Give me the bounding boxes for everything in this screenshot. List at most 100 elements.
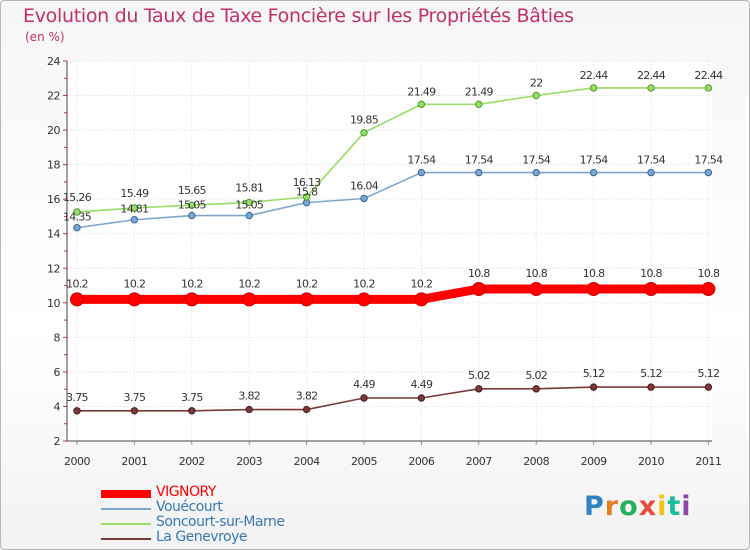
data-label: 21.49 bbox=[465, 85, 494, 98]
logo-letter: r bbox=[604, 491, 620, 522]
legend-swatch bbox=[101, 508, 151, 510]
data-point bbox=[647, 168, 655, 177]
legend-label: La Genevroye bbox=[156, 529, 247, 545]
data-point bbox=[471, 282, 486, 296]
data-point bbox=[532, 385, 540, 393]
data-label: 10.2 bbox=[353, 277, 375, 290]
y-tick-label: 16 bbox=[47, 193, 60, 206]
x-tick-label: 2009 bbox=[581, 455, 607, 468]
data-point bbox=[589, 383, 598, 391]
y-tick-label: 8 bbox=[54, 331, 61, 344]
data-label: 3.75 bbox=[124, 391, 146, 404]
data-point bbox=[532, 168, 540, 177]
data-label: 16.13 bbox=[293, 176, 322, 189]
data-point bbox=[73, 208, 81, 216]
data-point bbox=[417, 100, 426, 109]
data-point bbox=[704, 168, 713, 177]
data-label: 15.26 bbox=[63, 191, 92, 204]
data-point bbox=[529, 282, 544, 296]
legend-label: Vouécourt bbox=[156, 499, 223, 515]
x-tick-label: 2001 bbox=[121, 455, 147, 468]
data-point bbox=[130, 204, 139, 212]
data-label: 3.75 bbox=[181, 391, 203, 404]
x-tick-label: 2011 bbox=[695, 455, 721, 468]
y-tick-label: 22 bbox=[47, 90, 60, 103]
data-point bbox=[644, 282, 658, 296]
data-point bbox=[130, 216, 139, 224]
series-line bbox=[76, 171, 710, 229]
data-point bbox=[70, 292, 84, 307]
y-tick-label: 6 bbox=[54, 366, 61, 379]
series-line bbox=[72, 284, 713, 304]
data-point bbox=[417, 168, 426, 177]
data-point bbox=[73, 223, 81, 232]
data-label: 21.49 bbox=[407, 85, 436, 98]
y-tick-label: 10 bbox=[47, 297, 60, 310]
data-label: 22 bbox=[530, 77, 543, 90]
data-point bbox=[245, 198, 253, 207]
data-label: 10.8 bbox=[640, 267, 662, 280]
x-tick-label: 2000 bbox=[64, 455, 90, 468]
data-label: 10.8 bbox=[698, 267, 720, 280]
data-label: 17.54 bbox=[637, 154, 666, 167]
data-label: 10.2 bbox=[296, 277, 318, 290]
data-point bbox=[704, 383, 713, 391]
y-tick-label: 20 bbox=[47, 124, 60, 137]
data-label: 10.2 bbox=[124, 277, 146, 290]
data-label: 17.54 bbox=[465, 154, 494, 167]
data-label: 10.2 bbox=[411, 277, 433, 290]
data-label: 4.49 bbox=[411, 378, 433, 391]
data-label: 17.54 bbox=[522, 154, 551, 167]
data-point bbox=[647, 383, 655, 391]
data-point bbox=[299, 292, 314, 307]
data-label: 15.65 bbox=[178, 184, 207, 197]
data-point bbox=[188, 201, 196, 209]
y-tick-label: 14 bbox=[47, 228, 60, 241]
x-tick-label: 2002 bbox=[179, 455, 205, 468]
data-label: 10.2 bbox=[66, 277, 88, 290]
data-label: 5.12 bbox=[640, 367, 662, 380]
logo-letter: i bbox=[657, 491, 668, 522]
data-label: 4.49 bbox=[353, 378, 375, 391]
data-point bbox=[475, 168, 483, 177]
data-label: 22.44 bbox=[637, 69, 666, 82]
data-label: 3.82 bbox=[238, 390, 260, 403]
data-label: 15.8 bbox=[296, 186, 318, 199]
data-point bbox=[360, 394, 368, 402]
data-label: 15.49 bbox=[120, 187, 149, 200]
y-tick-label: 2 bbox=[54, 435, 61, 448]
data-point bbox=[130, 407, 139, 415]
data-point bbox=[701, 282, 716, 296]
data-point bbox=[704, 84, 713, 92]
logo-letter: x bbox=[638, 491, 658, 522]
data-label: 14.35 bbox=[63, 211, 92, 224]
y-tick-label: 18 bbox=[47, 159, 60, 172]
x-tick-label: 2006 bbox=[408, 455, 434, 468]
data-point bbox=[589, 168, 598, 177]
data-point bbox=[586, 282, 601, 296]
data-label: 17.54 bbox=[407, 154, 436, 167]
legend-swatch bbox=[101, 538, 151, 540]
data-label: 14.81 bbox=[120, 203, 148, 216]
data-label: 5.12 bbox=[583, 367, 605, 380]
legend-label: Soncourt-sur-Marne bbox=[156, 514, 285, 530]
legend-swatch bbox=[101, 523, 151, 525]
data-point bbox=[302, 193, 311, 201]
data-label: 19.85 bbox=[350, 114, 379, 127]
data-point bbox=[242, 292, 257, 307]
data-label: 17.54 bbox=[694, 154, 723, 167]
logo-letter: t bbox=[667, 491, 682, 522]
chart-subtitle: (en %) bbox=[25, 30, 65, 44]
data-point bbox=[302, 405, 311, 414]
data-point bbox=[414, 292, 429, 307]
logo-letter: o bbox=[619, 491, 639, 522]
data-point bbox=[532, 91, 540, 100]
data-point bbox=[245, 405, 253, 414]
x-tick-label: 2005 bbox=[351, 455, 377, 468]
data-label: 10.8 bbox=[583, 267, 605, 280]
y-tick-label: 12 bbox=[47, 262, 60, 275]
data-label: 5.02 bbox=[468, 369, 490, 382]
data-point bbox=[184, 292, 199, 307]
legend-swatch bbox=[101, 490, 151, 498]
data-label: 3.82 bbox=[296, 390, 318, 403]
